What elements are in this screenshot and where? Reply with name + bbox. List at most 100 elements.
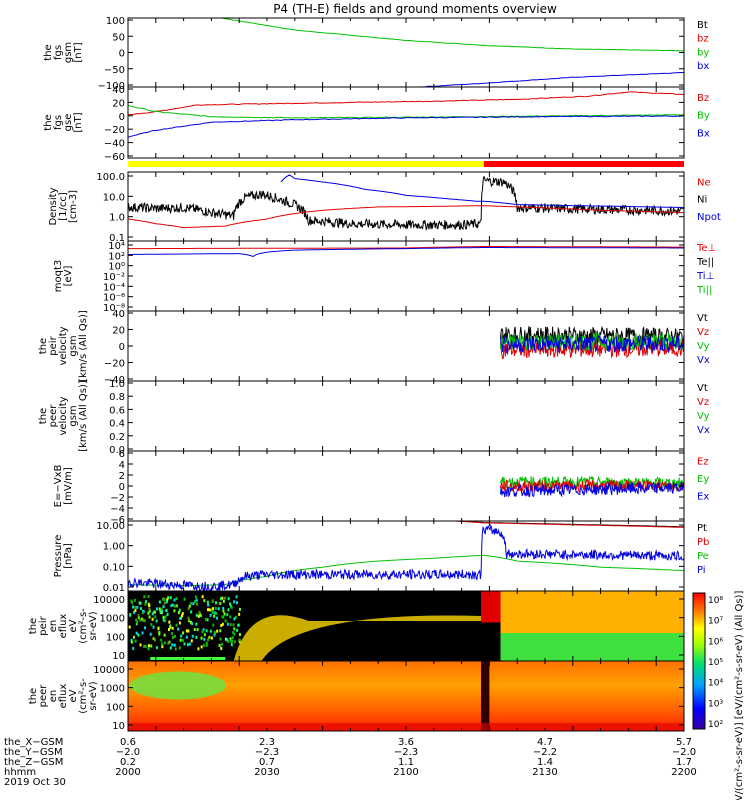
colorbar-tick: 10² (708, 720, 723, 730)
y-label-line: [cm-3] (68, 190, 79, 223)
y-tick-label: 40 (112, 85, 125, 96)
x-axis-row-label: the_X−GSM (4, 737, 63, 748)
panel-density: Density [1/cc] [cm-3] (48, 171, 685, 242)
legend-Ey: Ey (697, 474, 709, 485)
y-label-line: (cm²-s- (78, 608, 89, 644)
y-tick-label: 10 (112, 651, 125, 662)
y-tick-label: 10⁻⁸ (103, 303, 125, 314)
y-tick-label: 0.1 (109, 233, 125, 244)
y-tick-label: −40 (104, 139, 125, 150)
y-tick-label: 100 (106, 16, 125, 27)
y-axis-label: Pressure [nPa] (53, 535, 74, 578)
series-pressure-Pb (444, 521, 684, 528)
colorbar-tick: 10⁷ (708, 617, 723, 627)
series-fgs_gse-Bx (128, 115, 684, 138)
y-axis-label: the peir velocity gsm [km/s (All Qs)] (38, 310, 89, 382)
x-axis-row-value: 2030 (254, 767, 279, 778)
y-label-line: (cm²-s- (78, 678, 89, 714)
x-axis-row-label: the_Y−GSM (4, 747, 63, 758)
status-bar-segment (483, 161, 684, 167)
legend-Pb: Pb (697, 537, 709, 548)
y-tick-label: 100 (106, 702, 125, 713)
y-tick-label: −20 (104, 359, 125, 370)
series-density-Npot (280, 174, 684, 208)
legend-Bx: Bx (697, 128, 710, 139)
legend-Ti⊥: Ti⊥ (696, 271, 714, 282)
y-label-line: [nT] (73, 42, 84, 62)
peer_en_eflux-spectrogram (128, 661, 684, 731)
x-axis-row-label: the_Z−GSM (4, 757, 63, 768)
panel-moqt3: moqt3 [eV] (53, 240, 685, 312)
legend-Vy: Vy (697, 341, 710, 352)
legend-Te||: Te|| (696, 257, 714, 268)
legend-Vx: Vx (697, 425, 710, 436)
y-label-line: fgs (53, 115, 64, 130)
series-e_field-Ex (500, 481, 684, 498)
y-label-line: velocity (58, 326, 69, 365)
x-axis-row-value: −2.3 (394, 747, 418, 758)
y-tick-label: 0.4 (109, 419, 125, 430)
x-axis-row-value: 0.2 (120, 757, 136, 768)
panel-e_field: E=−VxB [mV/m] (53, 450, 685, 522)
series-fgs_gsm-bx (419, 72, 684, 87)
y-tick-label: −60 (104, 152, 125, 163)
y-label-line: [km/s (All Qs)] (78, 380, 89, 452)
y-label-line: [mV/m] (63, 467, 74, 505)
x-axis-row-value: 0.7 (259, 757, 275, 768)
y-tick-label: 0 (119, 482, 125, 493)
legend-bx: bx (697, 61, 709, 72)
y-axis-label: the fgs gsm [nT] (43, 42, 84, 63)
y-tick-label: −100 (98, 81, 125, 92)
y-label-line: the (38, 408, 49, 424)
series-fgs_gse-Bz (128, 91, 684, 115)
y-label-line: eV (68, 689, 79, 702)
legend-Te⊥: Te⊥ (696, 243, 716, 254)
y-label-line: the (43, 44, 54, 60)
x-axis-row-value: −2.0 (116, 747, 140, 758)
colorbar-label: [eV/(cm²-s-sr-eV)] [eV/(cm²-s-sr-eV) (Al… (734, 591, 745, 800)
legend-Ez: Ez (697, 457, 709, 468)
y-label-line: peir (48, 335, 59, 355)
y-tick-label: 6 (119, 449, 125, 460)
y-label-line: gse (63, 114, 74, 132)
legend-Vz: Vz (697, 397, 709, 408)
y-tick-label: 100 (106, 632, 125, 643)
y-label-line: sr-eV) (88, 681, 99, 710)
y-tick-label: 10⁻⁴ (103, 282, 125, 293)
y-label-line: moqt3 (53, 260, 64, 293)
y-label-line: the (38, 338, 49, 354)
y-label-line: [nPa] (63, 543, 74, 569)
y-axis-label: E=−VxB [mV/m] (53, 465, 74, 508)
y-tick-label: 40 (112, 309, 125, 320)
status-bar-segment (128, 161, 484, 167)
y-label-line: en (48, 690, 59, 703)
y-tick-label: 10⁻⁶ (103, 293, 125, 304)
series-pressure-Pi (128, 523, 684, 591)
y-label-line: the (43, 114, 54, 130)
y-label-line: gsm (63, 42, 74, 63)
y-label-line: [nT] (73, 112, 84, 132)
y-label-line: eflux (58, 684, 69, 709)
y-label-line: fgs (53, 45, 64, 60)
y-tick-label: 10000 (93, 665, 125, 676)
x-axis-row-value: 2.3 (259, 737, 275, 748)
y-axis-label: the peer en eflux eV (cm²-s-sr-eV) (28, 678, 99, 714)
y-label-line: [1/cc] (58, 192, 69, 221)
colorbar-tick: 10⁸ (708, 596, 723, 606)
y-tick-label: −2 (110, 493, 125, 504)
y-label-line: gsm (68, 405, 79, 426)
legend-Vt: Vt (697, 383, 708, 394)
legend-bz: bz (697, 34, 709, 45)
y-label-line: the (28, 618, 39, 634)
y-tick-label: −4 (110, 504, 125, 515)
y-tick-label: 0.8 (109, 392, 125, 403)
series-fgs_gsm-by (219, 18, 684, 52)
y-tick-label: 1000 (100, 614, 125, 625)
series-fgs_gse-By (128, 104, 684, 119)
y-label-line: eV (68, 619, 79, 632)
legend-Vz: Vz (697, 327, 709, 338)
y-tick-label: 10.0 (103, 192, 125, 203)
series-density-Ni (128, 176, 684, 232)
y-tick-label: 10.00 (96, 521, 125, 532)
x-axis-row-value: 0.6 (120, 737, 136, 748)
